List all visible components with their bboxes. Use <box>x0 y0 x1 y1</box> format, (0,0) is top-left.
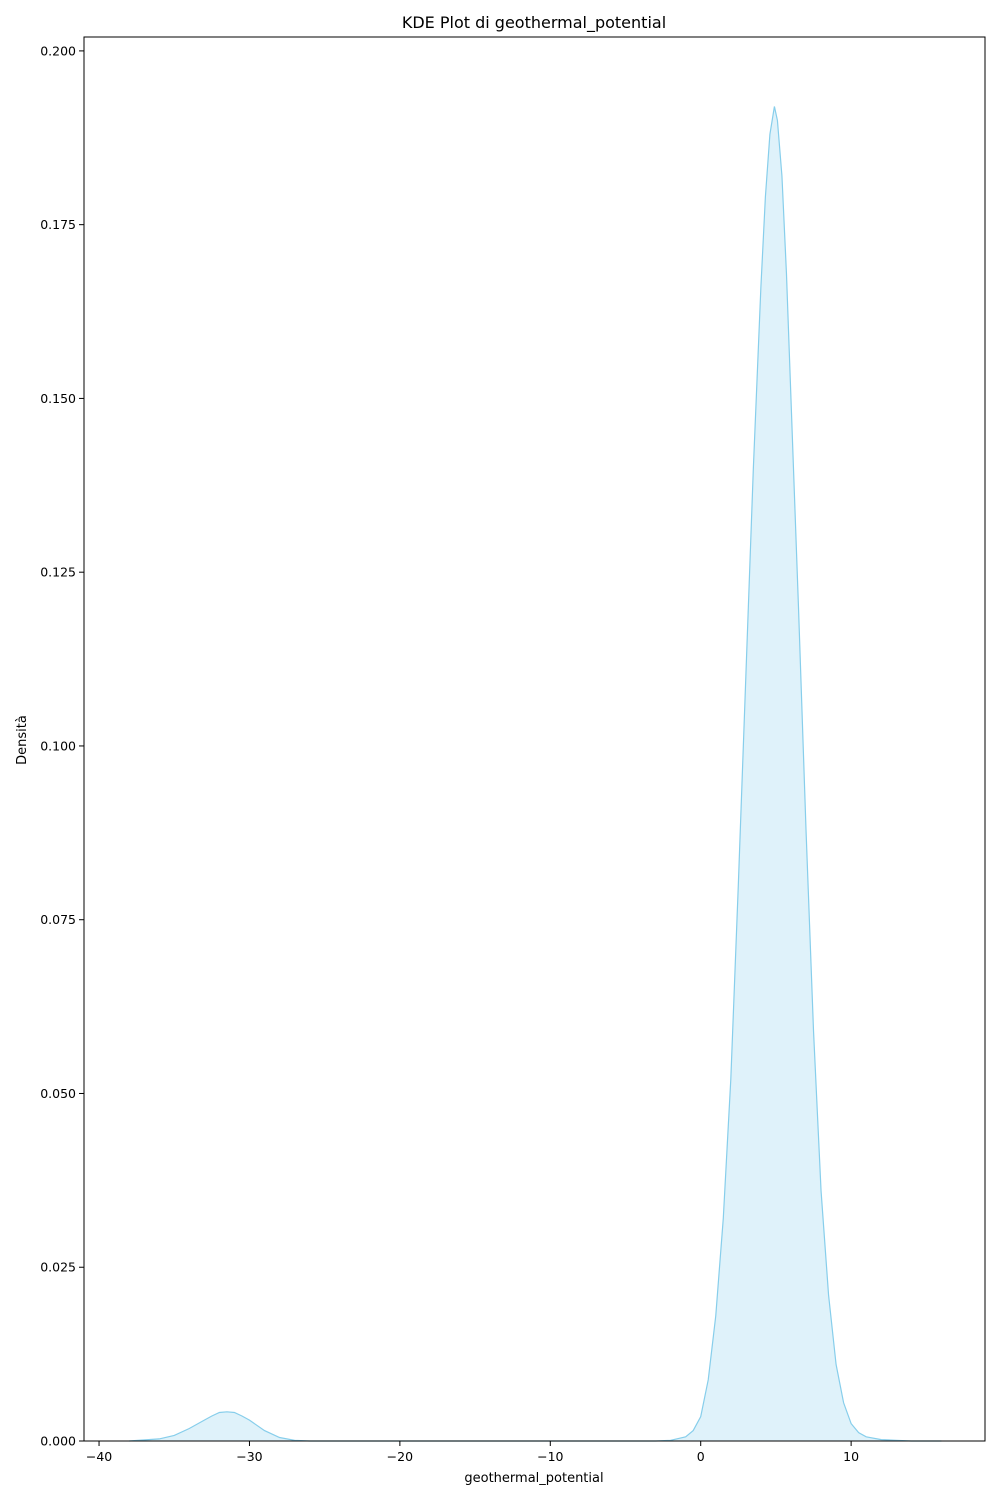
x-tick-label: −10 <box>537 1449 563 1464</box>
x-tick-label: 10 <box>843 1449 859 1464</box>
axes-frame <box>83 36 986 1442</box>
y-tick-label: 0.050 <box>40 1086 76 1101</box>
kde-line-0 <box>129 106 942 1442</box>
chart-title: KDE Plot di geothermal_potential <box>402 13 666 33</box>
y-axis-label: Densità <box>15 715 30 765</box>
y-tick-label: 0.125 <box>40 565 76 580</box>
x-tick-label: −20 <box>387 1449 413 1464</box>
plot-area <box>129 106 942 1442</box>
y-tick-label: 0.075 <box>40 912 76 927</box>
kde-area-0 <box>129 106 942 1441</box>
x-axis: −40 −30 −20 −10 0 10 <box>86 1441 859 1464</box>
y-tick-label: 0.175 <box>40 217 76 232</box>
y-tick-label: 0.025 <box>40 1260 76 1275</box>
y-tick-label: 0.100 <box>40 738 76 753</box>
y-tick-label: 0.200 <box>40 43 76 58</box>
y-tick-label: 0.000 <box>40 1434 76 1449</box>
x-tick-label: −30 <box>236 1449 262 1464</box>
y-axis: 0.000 0.025 0.050 0.075 0.100 0.125 0.150 0.175… <box>40 43 84 1449</box>
x-axis-label: geothermal_potential <box>464 1471 603 1486</box>
x-tick-label: −40 <box>86 1449 112 1464</box>
x-tick-label: 0 <box>697 1449 705 1464</box>
y-tick-label: 0.150 <box>40 391 76 406</box>
